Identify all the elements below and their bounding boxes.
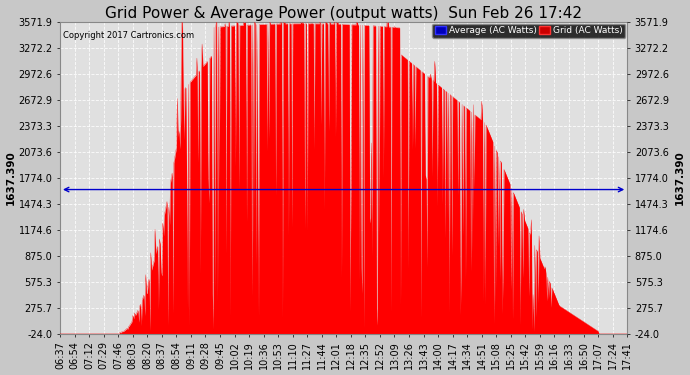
Legend: Average (AC Watts), Grid (AC Watts): Average (AC Watts), Grid (AC Watts) [433,24,625,38]
Y-axis label: 1637.390: 1637.390 [674,150,684,205]
Y-axis label: 1637.390: 1637.390 [6,150,16,205]
Text: Copyright 2017 Cartronics.com: Copyright 2017 Cartronics.com [63,31,194,40]
Title: Grid Power & Average Power (output watts)  Sun Feb 26 17:42: Grid Power & Average Power (output watts… [105,6,582,21]
